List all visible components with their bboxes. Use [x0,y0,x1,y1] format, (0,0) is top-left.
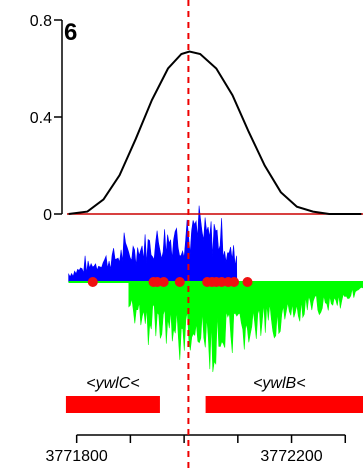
signal-track [68,205,363,373]
gene-bar [65,396,160,413]
axes: 0 0.4 0.8 3771800 3772200 [30,13,347,465]
bell-curve [68,50,362,215]
red-dot [158,277,169,287]
red-dot [87,277,98,287]
y-tick-label: 0 [43,207,52,224]
curve-group [67,50,363,215]
red-dot [242,277,253,287]
gene-label: <ywlC< [86,375,139,392]
red-dot [174,277,185,287]
red-dot [229,277,240,287]
gene-track: <ywlC< <ywlB< [65,375,363,413]
gene-bar [205,396,363,413]
panel-label: 6 [64,19,77,46]
y-tick-label: 0.8 [30,13,52,30]
gene-label: <ywlB< [253,375,305,392]
x-tick-label: 3772200 [260,448,322,465]
blue-signal [68,205,238,283]
green-signal [68,281,363,373]
y-tick-label: 0.4 [30,110,52,127]
x-tick-label: 3771800 [46,448,108,465]
